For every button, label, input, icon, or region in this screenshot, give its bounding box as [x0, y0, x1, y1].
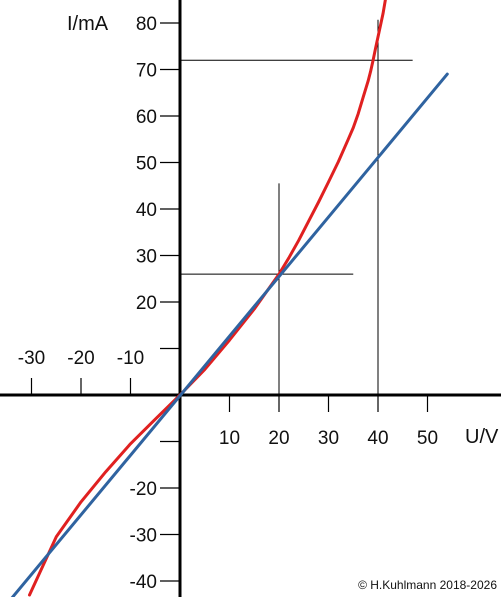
- series-curve-red: [28, 0, 387, 597]
- x-tick-label: -10: [117, 348, 144, 369]
- tick-labels: -30 -20 -10 10 20 30 40 50 -40 -30 -20 20 30 40 50 60 70…: [18, 14, 438, 593]
- y-tick-label: 60: [136, 107, 157, 128]
- y-axis-label: I/mA: [67, 13, 109, 35]
- y-tick-label: 40: [136, 200, 157, 221]
- y-tick-label: 30: [136, 247, 157, 268]
- x-tick-label: 10: [219, 428, 240, 449]
- y-tick-label: 20: [136, 293, 157, 314]
- x-tick-label: 40: [367, 428, 388, 449]
- y-tick-label: -40: [130, 572, 157, 593]
- series-layer: [10, 0, 449, 597]
- reference-lines: [180, 19, 413, 395]
- x-tick-label: 30: [318, 428, 339, 449]
- y-tick-label: 50: [136, 154, 157, 175]
- copyright-text: © H.Kuhlmann 2018-2026: [358, 578, 497, 592]
- x-tick-label: 20: [268, 428, 289, 449]
- series-line-blue: [10, 72, 449, 597]
- x-tick-label: -20: [67, 348, 94, 369]
- y-tick-label: 70: [136, 61, 157, 82]
- x-tick-label: -30: [18, 348, 45, 369]
- y-tick-label: 80: [136, 14, 157, 35]
- x-axis-label: U/V: [465, 426, 499, 448]
- x-tick-label: 50: [417, 428, 438, 449]
- y-tick-label: -30: [130, 526, 157, 547]
- y-tick-label: -20: [130, 479, 157, 500]
